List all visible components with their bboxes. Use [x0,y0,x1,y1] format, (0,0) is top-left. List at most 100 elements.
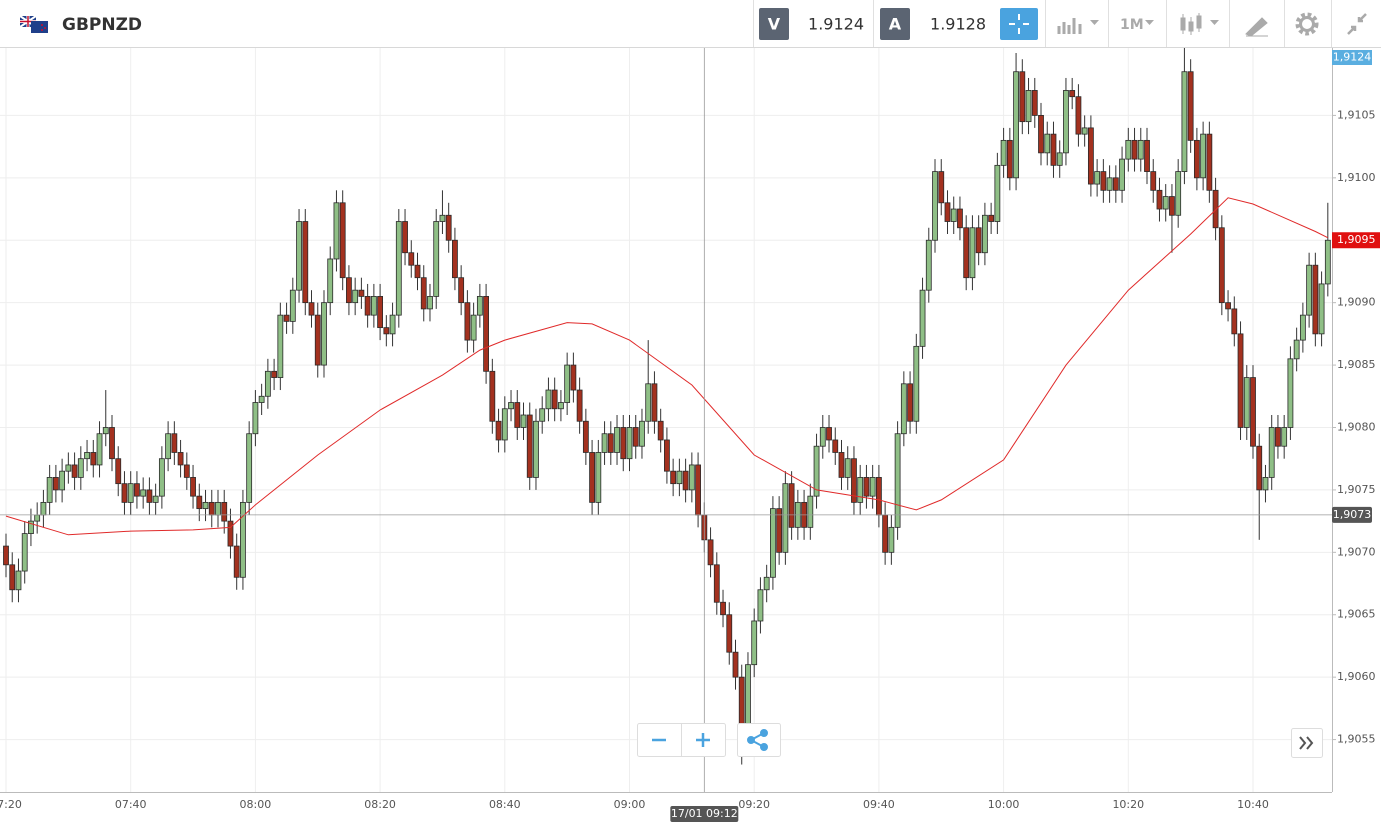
candle-up [857,477,864,503]
candle-up [1243,377,1250,428]
candle-down [1150,171,1157,191]
candle-down [1206,133,1213,191]
candle-down [1169,196,1175,216]
candle-down [670,470,677,485]
candle-up [1281,427,1288,447]
scroll-latest[interactable] [1299,736,1314,750]
candle-down [1006,139,1013,179]
candle-down [377,296,384,329]
candle-down [526,414,533,478]
candle-up [1299,314,1306,341]
candle-up [539,408,546,422]
candle-down [190,477,196,497]
share-button[interactable] [747,729,768,751]
y-tick-label: 1,9090 [1337,296,1376,309]
candle-up [127,483,134,503]
buy-price[interactable]: 1.9128 [930,15,986,34]
candle-up [813,445,820,497]
candle-up [1094,171,1101,185]
candle-up [925,239,932,291]
candle-down [233,545,240,578]
candle-up [533,420,539,478]
y-tick-label: 1,9085 [1337,358,1376,371]
x-tick-label: 09:20 [738,798,770,811]
chart-type-button[interactable] [1057,18,1099,34]
candle-down [826,427,832,441]
candle-up [1013,71,1019,179]
toolbar-bg [0,0,1381,48]
candle-up [240,501,246,578]
candle-down [907,383,913,422]
candle-up [520,414,527,428]
candle-down [52,477,59,491]
x-tick-label: 10:00 [988,798,1020,811]
draw-button[interactable] [1245,17,1268,37]
candle-down [115,458,122,485]
candle-up [900,383,907,435]
candle-down [402,221,408,254]
candle-down [576,389,583,422]
y-tick-label: 1,9070 [1337,545,1376,558]
candle-down [707,539,714,566]
candle-down [452,239,458,279]
candle-down [1112,177,1119,191]
candle-up [894,433,901,528]
candle-down [171,433,178,453]
toolbar: GBPNZD V 1.9124 A 1.9128 1M [0,0,1381,48]
x-tick-label: 08:20 [364,798,396,811]
candle-up [639,420,645,447]
candle-down [177,452,184,466]
candle-up [913,345,920,422]
candle-up [389,314,396,335]
sell-label[interactable]: V [768,15,781,34]
candle-down [1069,90,1076,98]
zoom-in[interactable] [696,733,710,747]
candle-down [963,227,970,279]
crosshair-button[interactable] [1000,8,1038,40]
candle-down [1100,171,1107,191]
buy-label[interactable]: A [889,15,902,34]
overlay: 1,9055 1,9060 1,9065 1,9070 1,9075 1,9080 1,90… [0,50,1380,822]
candle-down [1225,302,1231,310]
candle-down [483,296,489,372]
crosshair-y-badge [1332,506,1372,523]
candle-up [433,221,440,297]
buy-button[interactable] [880,8,910,40]
candle-down [938,171,945,204]
candle-up [1081,127,1088,135]
candle-up [395,221,402,316]
candle-down [489,370,496,422]
y-tick-label: 1,9055 [1337,733,1376,746]
timeframe[interactable]: 1M [1120,17,1144,33]
candle-down [607,433,614,453]
candle-up [751,620,758,666]
candle-up [1268,427,1275,478]
candle-down [196,495,203,510]
candle-down [408,252,415,266]
candle-up [1000,139,1007,166]
last-price-badge [1332,232,1380,249]
candle-up [327,258,334,304]
candle-up [321,302,327,366]
candle-up [28,520,34,534]
candle-up [1125,139,1132,160]
collapse-button[interactable] [1347,13,1367,35]
candle-down [383,327,390,335]
settings-button[interactable] [1295,12,1319,36]
candle-up [370,296,377,316]
y-tick-label: 1,9060 [1337,670,1376,683]
candle-down [121,483,128,503]
candle-down [339,202,346,279]
sell-price[interactable]: 1.9124 [808,15,864,34]
candle-down [851,458,857,503]
sell-button[interactable] [759,8,789,40]
candle-up [46,477,53,503]
candle-down [1019,71,1026,123]
x-tick-label: 09:40 [863,798,895,811]
candle-up [950,208,957,222]
candle-type-button[interactable] [1180,13,1219,35]
candle-up [34,514,41,522]
candle-down [146,489,153,503]
candle-down [732,651,739,678]
candle-down [838,452,845,478]
